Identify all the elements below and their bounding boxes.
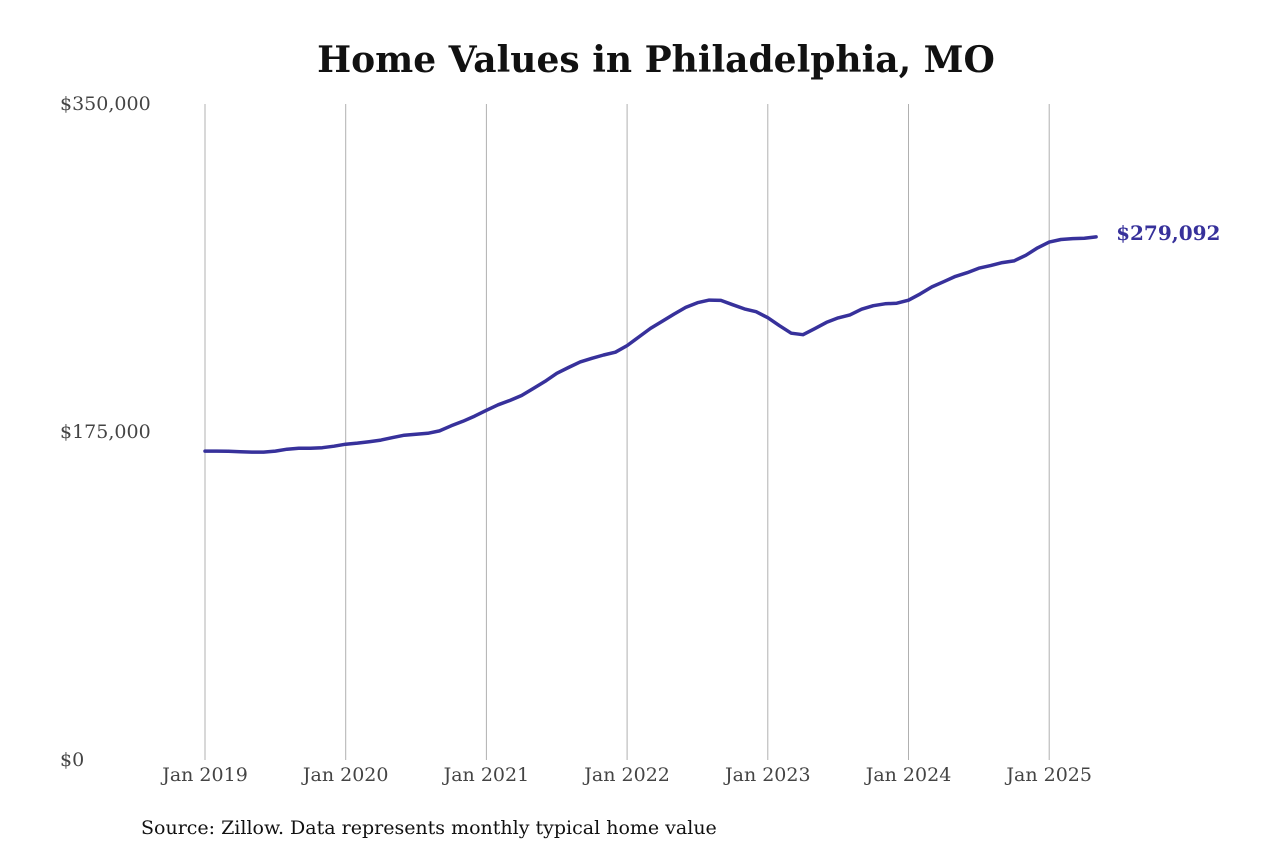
gridlines xyxy=(204,104,1050,760)
end-value-label: $279,092 xyxy=(1116,221,1220,245)
x-tick-label: Jan 2019 xyxy=(160,764,248,786)
series-layer: $279,092 xyxy=(203,221,1220,454)
source-note: Source: Zillow. Data represents monthly … xyxy=(141,817,717,839)
y-axis: $350,000 $175,000 $0 xyxy=(60,93,151,771)
series-line xyxy=(203,235,1098,454)
x-axis: Jan 2019 Jan 2020 Jan 2021 Jan 2022 Jan 2023… xyxy=(160,764,1092,786)
x-tick-label: Jan 2024 xyxy=(864,764,952,786)
chart-title: Home Values in Philadelphia, MO xyxy=(317,39,995,81)
x-tick-label: Jan 2025 xyxy=(1004,764,1092,786)
x-tick-label: Jan 2020 xyxy=(301,764,389,786)
x-tick-label: Jan 2023 xyxy=(723,764,811,786)
x-tick-label: Jan 2022 xyxy=(582,764,670,786)
x-tick-label: Jan 2021 xyxy=(442,764,530,786)
y-tick-label: $175,000 xyxy=(60,421,151,443)
y-tick-label: $0 xyxy=(60,749,84,771)
y-tick-label: $350,000 xyxy=(60,93,151,115)
